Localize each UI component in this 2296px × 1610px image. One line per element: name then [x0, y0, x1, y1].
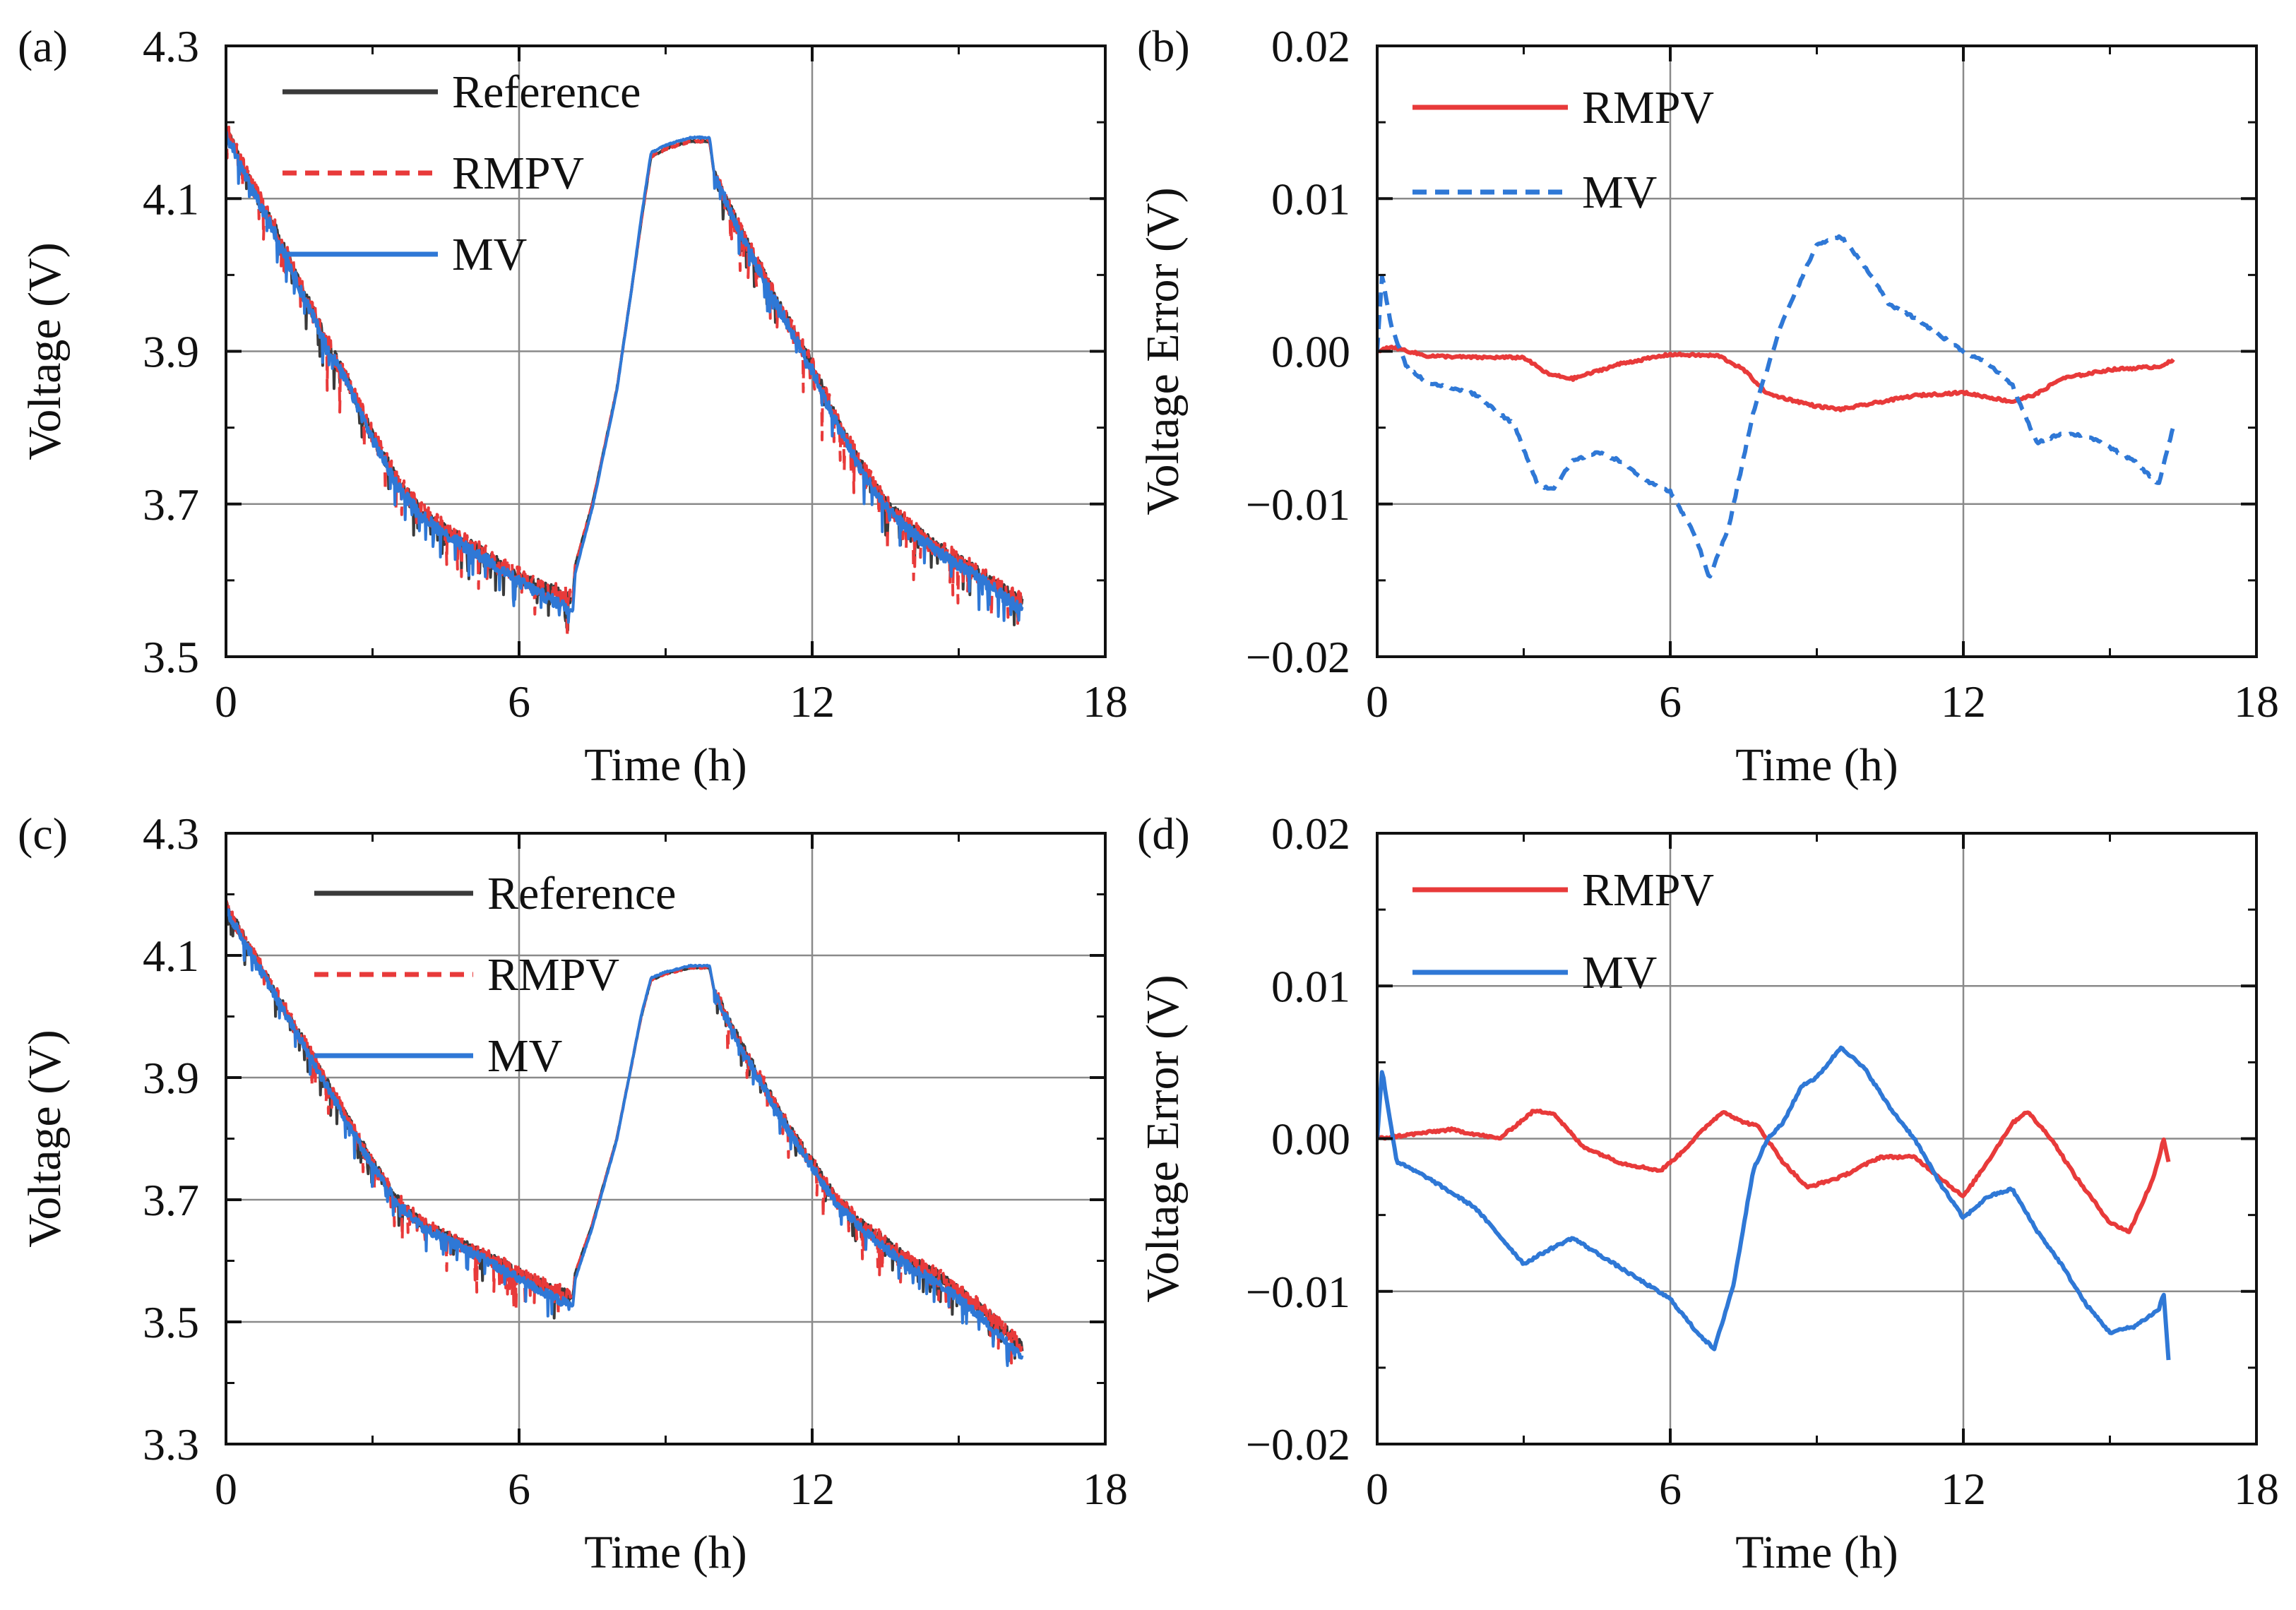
- x-axis-label: Time (h): [584, 739, 747, 791]
- series-line-mv: [1377, 1045, 2171, 1361]
- x-tick-label: 6: [1659, 676, 1682, 727]
- legend: RMPV MV: [1412, 82, 1714, 218]
- y-tick-label: −0.01: [1246, 479, 1350, 530]
- series-line-mv: [1377, 234, 2176, 579]
- x-axis-label: Time (h): [584, 1527, 747, 1578]
- panel-a: 0 6 12 18 3.5 3.7 3.9 4.1 4.3 Time (h) Voltage (V)…: [18, 21, 1128, 791]
- y-tick-label: −0.02: [1246, 632, 1350, 682]
- x-tick-label: 6: [1659, 1464, 1682, 1514]
- y-tick-label: 0.02: [1271, 809, 1350, 859]
- x-tick-label: 0: [215, 1464, 237, 1514]
- x-tick-label: 18: [2234, 676, 2279, 727]
- y-tick-label: 3.5: [143, 1297, 199, 1347]
- legend-label-mv: MV: [1582, 167, 1657, 218]
- y-tick-label: 4.3: [143, 21, 199, 71]
- y-tick-label: 0.02: [1271, 21, 1350, 71]
- legend: Reference RMPV MV: [314, 868, 676, 1082]
- x-tick-label: 18: [2234, 1464, 2279, 1514]
- x-tick-label: 12: [1941, 1464, 1986, 1514]
- legend-label-rmpv: RMPV: [487, 949, 619, 1001]
- x-tick-label: 18: [1083, 1464, 1128, 1514]
- y-tick-label: 0.01: [1271, 174, 1350, 224]
- panel-c: 0 6 12 18 3.3 3.5 3.7 3.9 4.1 4.3 Time (h) Voltage …: [18, 809, 1128, 1578]
- y-axis-label: Voltage Error (V): [1137, 974, 1189, 1302]
- x-tick-label: 12: [790, 676, 835, 727]
- legend-label-rmpv: RMPV: [1582, 82, 1714, 133]
- y-tick-label: 3.5: [143, 632, 199, 682]
- legend-label-reference: Reference: [487, 868, 676, 919]
- y-tick-label: 3.7: [143, 1175, 199, 1225]
- panel-label: (a): [18, 21, 68, 71]
- y-tick-label: 3.3: [143, 1419, 199, 1469]
- legend-label-mv: MV: [452, 229, 527, 280]
- y-tick-label: −0.01: [1246, 1267, 1350, 1317]
- y-tick-label: 4.1: [143, 174, 199, 224]
- y-tick-label: 3.9: [143, 327, 199, 377]
- series-group: [226, 900, 1024, 1367]
- series-group: [1377, 1045, 2171, 1361]
- y-axis-label: Voltage (V): [19, 1030, 71, 1248]
- y-tick-label: −0.02: [1246, 1419, 1350, 1469]
- x-tick-label: 12: [790, 1464, 835, 1514]
- y-tick-label: 3.9: [143, 1053, 199, 1103]
- x-axis-label: Time (h): [1735, 739, 1898, 791]
- x-tick-label: 12: [1941, 676, 1986, 727]
- panel-label: (d): [1137, 809, 1190, 859]
- legend-label-rmpv: RMPV: [1582, 864, 1714, 916]
- series-group: [1377, 234, 2176, 579]
- legend-label-mv: MV: [1582, 947, 1657, 998]
- legend-label-mv: MV: [487, 1030, 562, 1082]
- x-tick-label: 6: [508, 1464, 530, 1514]
- legend-label-rmpv: RMPV: [452, 148, 584, 199]
- series-line-rmpv: [1377, 345, 2175, 412]
- y-axis-label: Voltage (V): [19, 242, 71, 460]
- x-tick-label: 0: [1366, 676, 1388, 727]
- series-line-mv: [226, 131, 1024, 624]
- panel-label: (b): [1137, 21, 1190, 71]
- y-tick-label: 3.7: [143, 479, 199, 530]
- legend: Reference RMPV MV: [282, 66, 641, 280]
- legend-label-reference: Reference: [452, 66, 641, 118]
- y-axis-label: Voltage Error (V): [1137, 187, 1189, 515]
- panel-d: 0 6 12 18 −0.02 −0.01 0.00 0.01 0.02 Time (h) Volt…: [1137, 809, 2279, 1578]
- x-tick-label: 6: [508, 676, 530, 727]
- y-tick-label: 0.00: [1271, 1114, 1350, 1164]
- panel-label: (c): [18, 809, 68, 859]
- x-tick-label: 0: [215, 676, 237, 727]
- y-tick-label: 4.1: [143, 931, 199, 981]
- x-tick-label: 18: [1083, 676, 1128, 727]
- y-tick-label: 4.3: [143, 809, 199, 859]
- y-tick-label: 0.01: [1271, 961, 1350, 1011]
- x-tick-label: 0: [1366, 1464, 1388, 1514]
- series-line-rmpv: [1377, 1108, 2171, 1234]
- legend: RMPV MV: [1412, 864, 1714, 998]
- panel-b: 0 6 12 18 −0.02 −0.01 0.00 0.01 0.02 Time (h) Volt…: [1137, 21, 2279, 791]
- y-tick-label: 0.00: [1271, 327, 1350, 377]
- series-group: [226, 125, 1024, 639]
- series-line-mv: [226, 908, 1024, 1367]
- x-axis-label: Time (h): [1735, 1527, 1898, 1578]
